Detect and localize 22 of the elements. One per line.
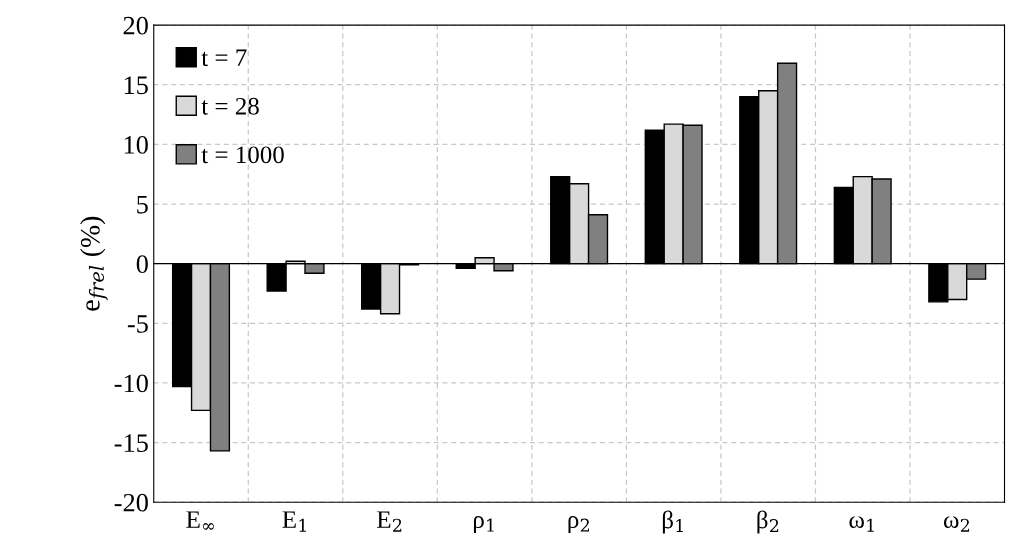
- x-tick-label: ω$_{1}$: [849, 516, 874, 532]
- y-axis-title: e$_{frel}$ (%): [80, 216, 108, 311]
- x-tick-label: E$_{1}$: [282, 511, 306, 532]
- y-tick-label: 0: [136, 255, 148, 274]
- legend-label: t = 28: [201, 97, 259, 115]
- x-tick-label: β$_{2}$: [757, 510, 779, 534]
- y-tick-label: 10: [124, 135, 148, 154]
- y-tick-label: -20: [114, 493, 148, 512]
- y-tick-label: 20: [123, 16, 148, 35]
- legend-label: t = 1000: [201, 146, 284, 164]
- legend-label: t = 7: [201, 49, 247, 67]
- x-tick-label: ρ$_{1}$: [473, 515, 494, 534]
- x-tick-label: E$_{2}$: [377, 511, 402, 532]
- x-tick-label: ω$_{2}$: [943, 516, 970, 532]
- x-tick-label: β$_{1}$: [662, 510, 683, 534]
- y-tick-label: 15: [124, 76, 148, 95]
- y-tick-label: -5: [127, 315, 148, 333]
- x-tick-label: E$_{∞}$: [186, 511, 214, 530]
- y-tick-label: -15: [114, 434, 148, 452]
- y-tick-label: -10: [114, 374, 148, 393]
- x-tick-label: ρ$_{2}$: [568, 515, 589, 534]
- y-tick-label: 5: [137, 195, 148, 214]
